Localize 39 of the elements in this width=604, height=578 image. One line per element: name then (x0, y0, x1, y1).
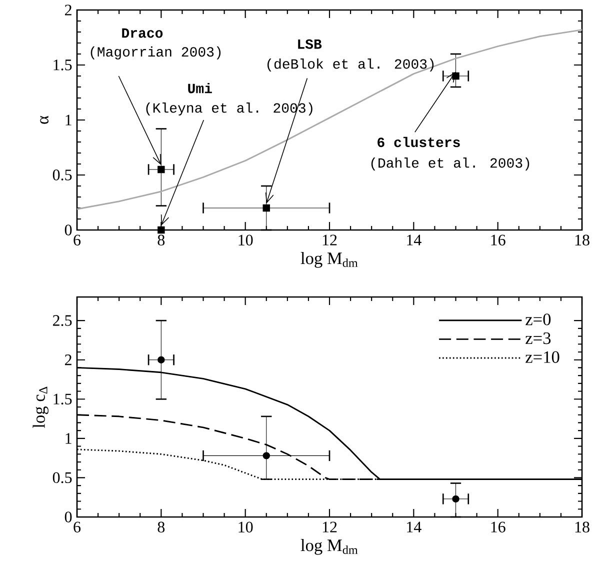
x-axis-title: log M$_{dm}$ (300, 538, 358, 555)
x-tick-label: 18 (575, 234, 590, 246)
annotation: Umi (188, 82, 212, 94)
legend-label: z=3 (526, 332, 551, 344)
y-tick-label: 2.5 (53, 315, 72, 326)
annotation: 6 clusters (378, 136, 460, 148)
x-tick-label: 10 (238, 522, 253, 532)
x-tick-label: 16 (491, 234, 506, 246)
y-tick-label: 0.5 (52, 170, 72, 180)
y-axis-title: log c$_{Δ}$ (32, 386, 48, 428)
y-tick-label: 0 (64, 224, 72, 236)
x-tick-label: 14 (407, 234, 422, 246)
legend-label: z=10 (526, 351, 560, 363)
y-tick-label: 1.5 (54, 60, 72, 70)
x-tick-label: 6 (74, 234, 81, 246)
x-tick-label: 12 (322, 234, 337, 246)
legend-label: z=0 (526, 314, 551, 326)
x-tick-label: 6 (74, 522, 81, 532)
x-tick-label: 8 (158, 522, 165, 532)
x-tick-label: 10 (238, 234, 253, 246)
y-tick-label: 2 (65, 4, 72, 16)
y-tick-label: 0.5 (52, 472, 72, 484)
annotation: (deBlok et al. 2003) (267, 58, 434, 72)
x-tick-label: 8 (158, 234, 165, 246)
x-axis-title: log M$_{dm}$ (300, 252, 358, 268)
y-axis-title: α (40, 116, 48, 124)
annotation: (Magorrian 2003) (90, 46, 221, 60)
y-tick-label: 1 (66, 114, 72, 126)
x-tick-label: 12 (322, 522, 337, 532)
x-tick-label: 18 (575, 522, 590, 532)
y-tick-label: 0 (64, 512, 72, 522)
y-tick-label: 1 (66, 433, 72, 444)
annotation: (Dahle et al. 2003) (371, 157, 530, 171)
y-tick-label: 1.5 (54, 394, 72, 405)
annotation: Draco (122, 28, 163, 38)
annotation: LSB (298, 39, 322, 49)
y-tick-label: 2 (65, 354, 72, 366)
x-tick-label: 16 (491, 522, 506, 532)
x-tick-label: 14 (407, 522, 422, 532)
